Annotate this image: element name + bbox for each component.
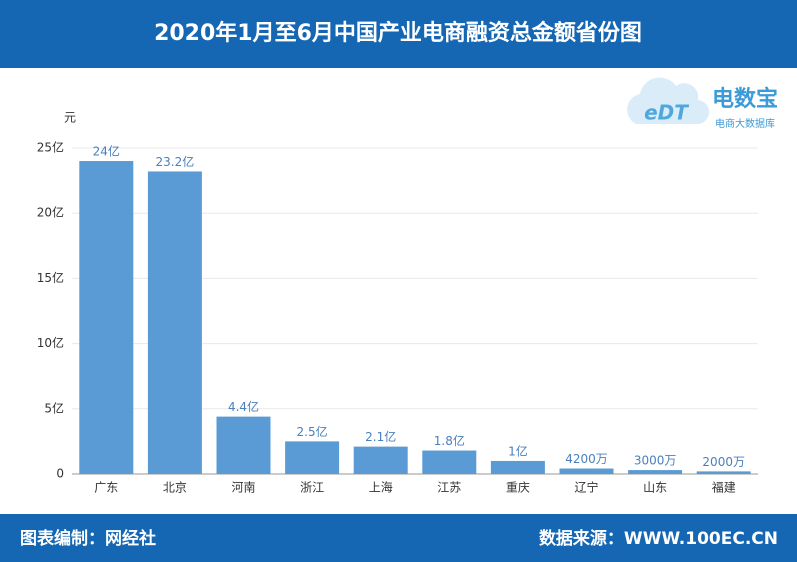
value-label: 2.1亿 <box>365 429 396 444</box>
bar <box>490 460 545 474</box>
bar <box>628 470 683 474</box>
logo-name: 电数宝 <box>712 86 778 112</box>
bar <box>216 416 271 474</box>
value-label: 23.2亿 <box>156 154 195 169</box>
y-tick-label: 25亿 <box>37 140 64 155</box>
chart-title: 2020年1月至6月中国产业电商融资总金额省份图 <box>154 20 642 46</box>
bar <box>353 446 408 474</box>
x-tick-label: 河南 <box>231 480 255 495</box>
logo-mark: eDT <box>644 101 689 125</box>
bar <box>422 450 477 474</box>
value-label: 24亿 <box>93 144 120 159</box>
value-label: 4200万 <box>565 452 608 466</box>
x-tick-label: 福建 <box>712 480 736 495</box>
value-label: 2.5亿 <box>297 424 328 439</box>
x-tick-label: 上海 <box>369 480 393 495</box>
header-band <box>0 0 797 68</box>
y-axis-label: 元 <box>64 111 76 125</box>
bar <box>285 441 340 474</box>
logo: eDT 电数宝 电商大数据库 <box>627 77 778 130</box>
y-tick-label: 0 <box>56 467 64 481</box>
y-tick-label: 5亿 <box>44 400 64 415</box>
footer-band <box>0 514 797 562</box>
footer-right: 数据来源：WWW.100EC.CN <box>539 528 778 549</box>
logo-cloud <box>627 77 710 125</box>
value-label: 2000万 <box>702 455 745 469</box>
value-label: 4.4亿 <box>228 399 259 414</box>
x-tick-label: 辽宁 <box>574 480 598 495</box>
x-tick-label: 山东 <box>643 481 667 495</box>
value-label: 3000万 <box>634 454 677 468</box>
x-tick-label: 浙江 <box>300 481 324 495</box>
bar <box>696 471 751 474</box>
x-tick-label: 江苏 <box>437 481 461 495</box>
logo-tagline: 电商大数据库 <box>715 117 775 130</box>
bar <box>147 171 202 475</box>
footer-left: 图表编制：网经社 <box>20 528 156 549</box>
x-tick-label: 广东 <box>94 481 118 495</box>
x-tick-label: 重庆 <box>506 481 530 495</box>
bar <box>559 468 614 474</box>
y-tick-label: 10亿 <box>37 335 64 350</box>
y-tick-label: 20亿 <box>37 205 64 220</box>
x-tick-label: 北京 <box>163 481 187 495</box>
bar <box>79 161 134 475</box>
value-label: 1.8亿 <box>434 433 465 448</box>
value-label: 1亿 <box>508 443 528 458</box>
y-tick-label: 15亿 <box>37 270 64 285</box>
